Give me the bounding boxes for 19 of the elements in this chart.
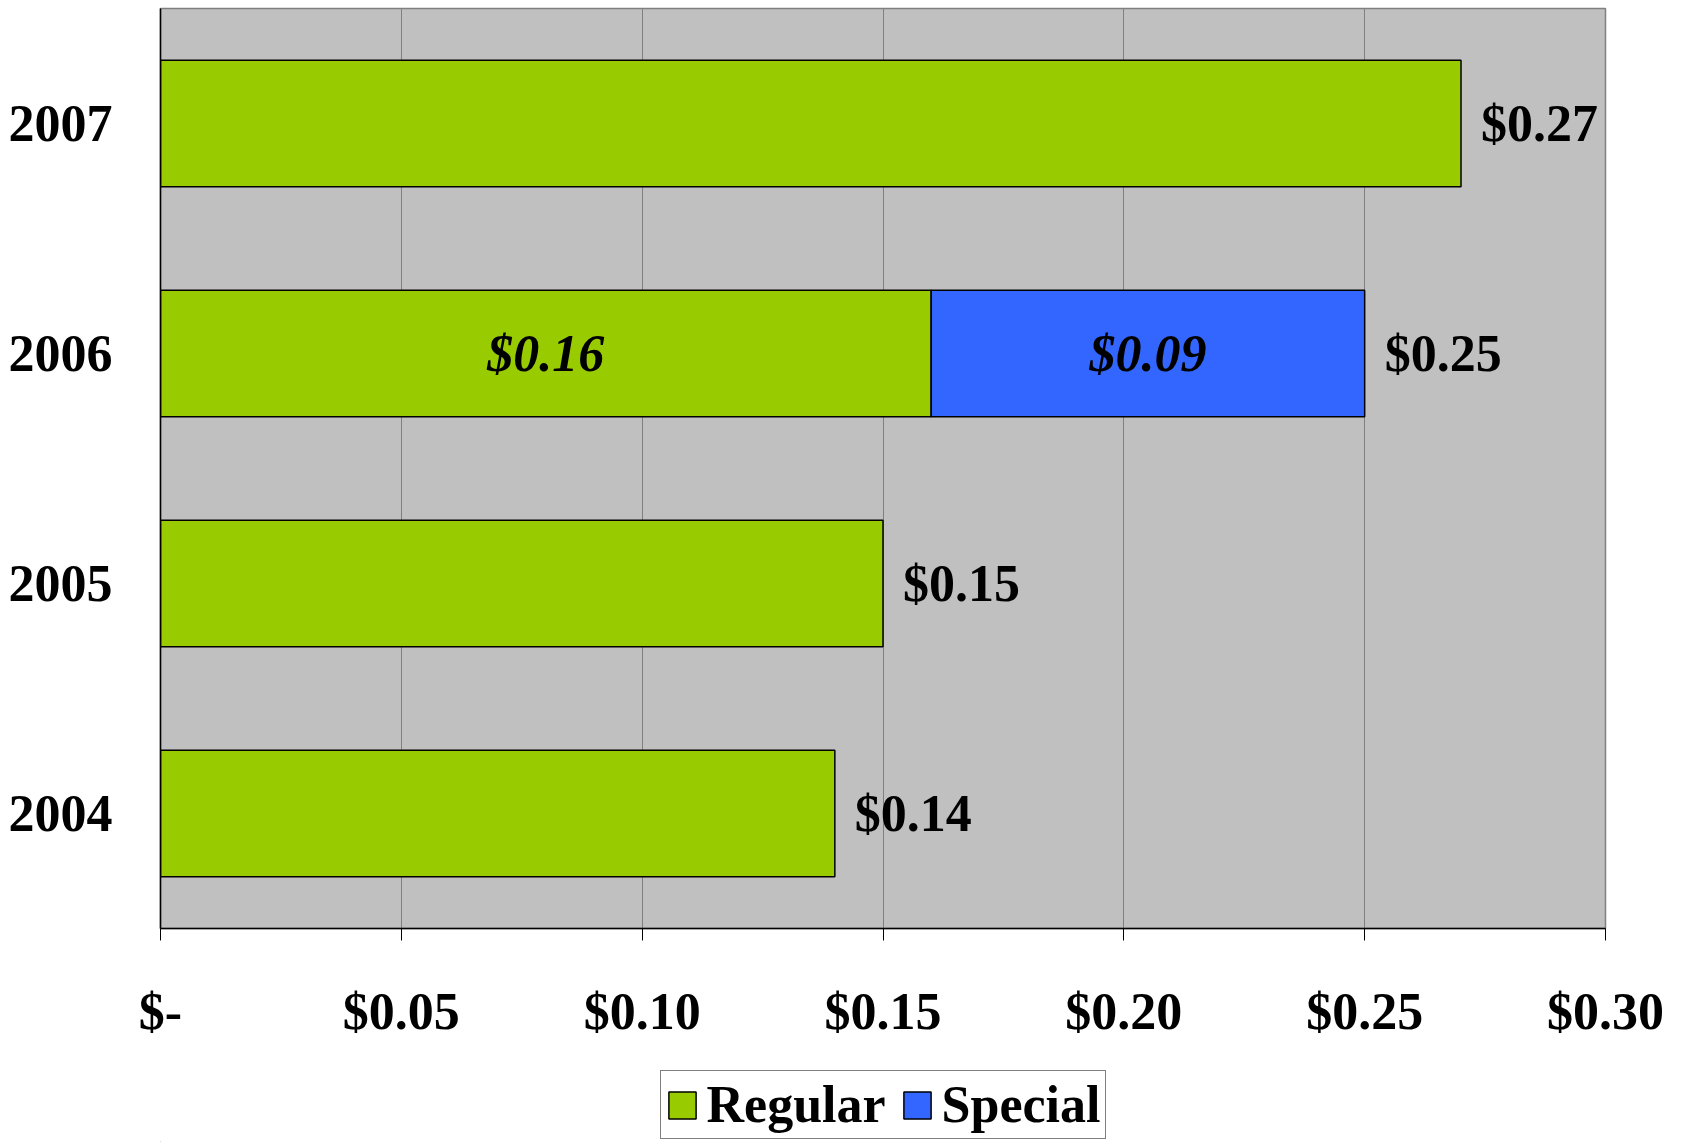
x-tick-label: $0.15 [824,982,942,1040]
x-tick-label: $0.30 [1547,982,1664,1040]
y-tick-label: 2006 [8,325,113,382]
y-tick-label: 2005 [8,555,113,612]
data-label: $0.16 [486,325,605,382]
x-tick-label: $- [138,982,183,1040]
legend-label: Special [941,1075,1101,1134]
y-tick-label: 2004 [8,785,113,842]
x-tick-label: $0.20 [1065,982,1183,1040]
total-label: $0.14 [854,785,972,842]
x-tick-label: $0.10 [583,982,701,1040]
y-tick-label: 2007 [8,95,113,152]
data-label: $0.09 [1088,325,1207,382]
x-tick-label: $0.25 [1306,982,1424,1040]
total-label: $0.27 [1481,95,1598,152]
x-tick-label: $0.05 [342,982,460,1040]
legend-label: Regular [706,1075,886,1134]
total-label: $0.25 [1384,325,1502,382]
total-label: $0.15 [903,555,1020,612]
